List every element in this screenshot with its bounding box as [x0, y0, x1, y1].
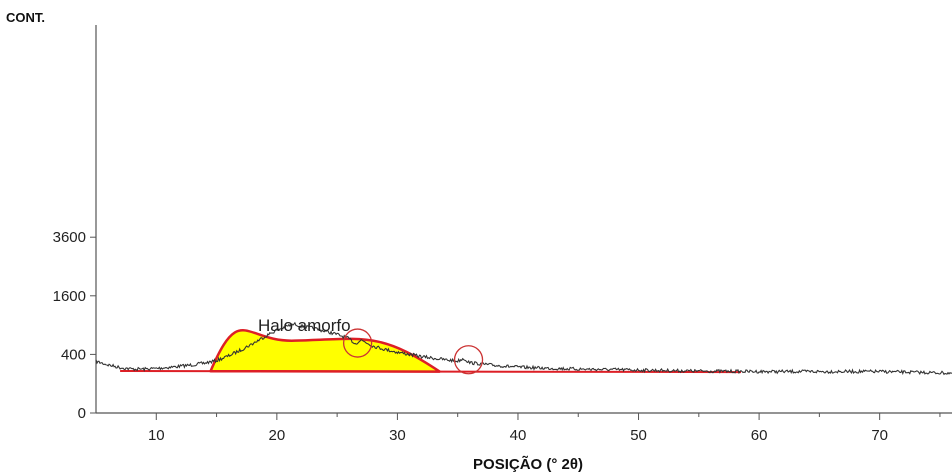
y-tick-label: 0: [78, 405, 86, 422]
halo-area: [209, 329, 441, 373]
y-axis-title: CONT.: [6, 10, 45, 25]
highlighted-peak-circle: [342, 328, 373, 358]
baseline-line: [120, 370, 742, 374]
axes: [95, 25, 952, 414]
x-tick-label: 50: [630, 427, 647, 444]
x-tick-label: 30: [389, 427, 406, 444]
halo-label: Halo amorfo: [258, 316, 351, 335]
ticks: 0 400 1600 3600 10 20 30 40 50 60 70: [53, 229, 941, 444]
x-tick-label: 20: [269, 427, 286, 444]
y-tick-label: 3600: [53, 229, 86, 246]
y-tick-label: 400: [61, 346, 86, 363]
x-tick-label: 70: [871, 427, 888, 444]
highlighted-peak-circle: [453, 345, 484, 375]
x-axis-title: POSIÇÃO (° 2θ): [473, 455, 583, 473]
amorphous-halo: [209, 329, 441, 373]
x-tick-label: 60: [751, 427, 768, 444]
y-tick-label: 1600: [53, 288, 86, 305]
x-tick-label: 10: [148, 427, 165, 444]
diffractogram-line: [95, 321, 952, 376]
x-tick-label: 40: [510, 427, 527, 444]
